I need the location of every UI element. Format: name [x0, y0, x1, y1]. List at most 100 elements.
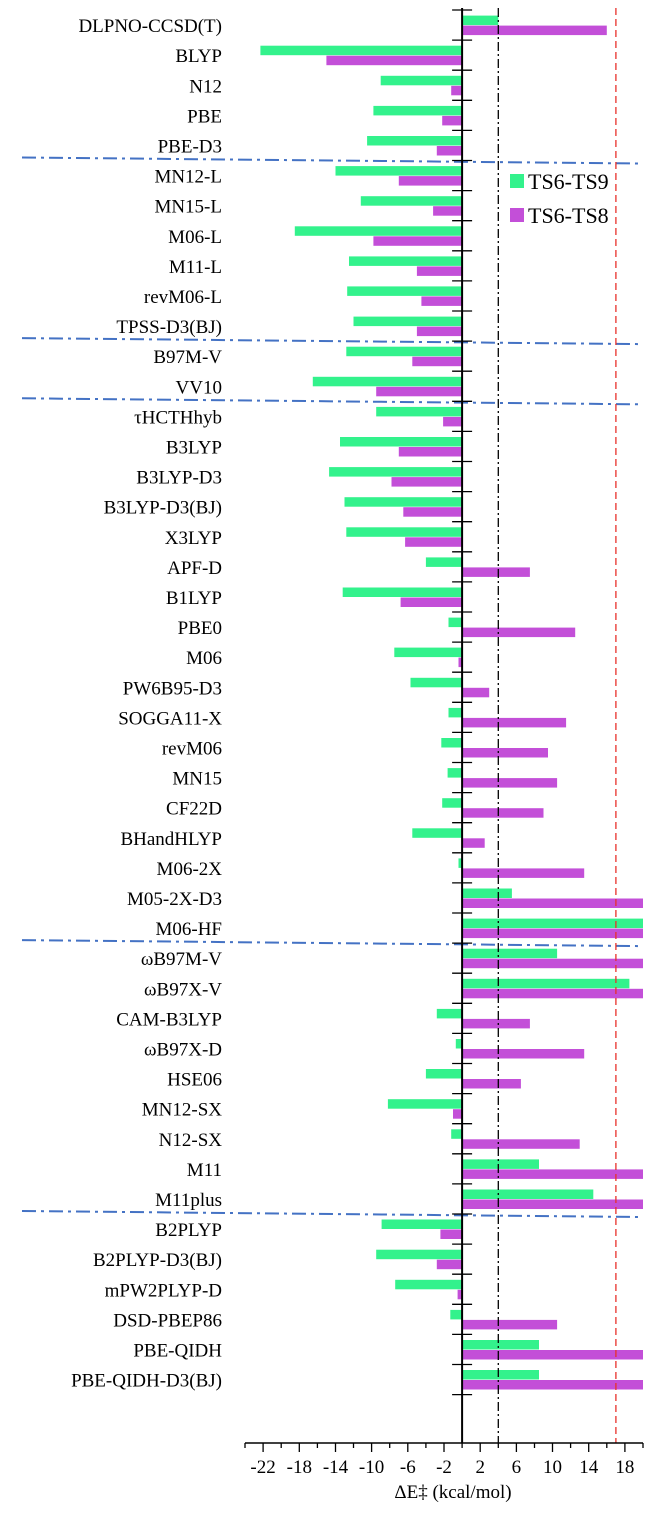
- bar-ts6-ts9-b1lyp: [342, 587, 463, 597]
- bar-ts6-ts8-b97x-v: [462, 988, 643, 999]
- category-label-n12-sx: N12-SX: [159, 1130, 223, 1151]
- bar-ts6-ts9-mn12-sx: [387, 1099, 463, 1109]
- bar-ts6-ts9-x3lyp: [346, 527, 463, 537]
- bar-ts6-ts8-tpss-d3-bj: [416, 326, 463, 337]
- category-label-n12: N12: [189, 76, 222, 97]
- bar-ts6-ts9-apf-d: [425, 557, 463, 567]
- category-label-b97x-v: ωB97X-V: [144, 979, 222, 1000]
- bar-ts6-ts8-mn12-l: [398, 176, 463, 186]
- bar-ts6-ts9-b3lyp: [340, 437, 463, 447]
- bar-ts6-ts8-revm06: [462, 748, 548, 758]
- bar-ts6-ts8-bhandhlyp: [462, 838, 485, 848]
- bar-ts6-ts9-cf22d: [442, 798, 463, 808]
- category-label-pbe-qidh: PBE-QIDH: [133, 1341, 222, 1362]
- bar-ts6-ts8-m11plus: [462, 1199, 643, 1209]
- bar-ts6-ts9-m05-2x-d3: [462, 888, 512, 898]
- bar-ts6-ts9-b97m-v: [462, 948, 558, 959]
- category-label-pw6b95-d3: PW6B95-D3: [123, 678, 222, 699]
- bar-ts6-ts8-n12: [451, 85, 463, 96]
- category-label-mn12-l: MN12-L: [154, 167, 222, 188]
- bar-ts6-ts8-pbe0: [462, 627, 576, 638]
- category-label-b2plyp-d3-bj: B2PLYP-D3(BJ): [93, 1250, 222, 1271]
- bar-ts6-ts9-m11-l: [349, 256, 463, 266]
- bar-ts6-ts9-n12: [380, 75, 463, 86]
- category-label-m11-l: M11-L: [169, 257, 222, 278]
- bar-ts6-ts8-m06-2x: [462, 868, 585, 878]
- x-axis-title: ΔE‡ (kcal/mol): [394, 1482, 511, 1503]
- bar-ts6-ts9-b97x-d: [455, 1039, 463, 1049]
- category-label-revm06-l: revM06-L: [144, 287, 222, 308]
- legend: TS6-TS9 TS6-TS8: [510, 169, 609, 228]
- reference-lines: [461, 8, 617, 1443]
- category-label-cf22d: CF22D: [166, 799, 222, 820]
- bar-ts6-ts9-tpss-d3-bj: [353, 316, 462, 327]
- bar-ts6-ts8-b1lyp: [400, 597, 463, 607]
- bar-ts6-ts9-dlpno-ccsd-t: [462, 15, 499, 26]
- group-separator-m11plus: [21, 1210, 641, 1218]
- bar-ts6-ts8-mpw2plyp-d: [457, 1289, 463, 1300]
- legend-swatch-ts6-ts8: [510, 208, 524, 222]
- bar-ts6-ts9-pbe-qidh-d3-bj: [462, 1370, 539, 1380]
- bar-ts6-ts9-vv10: [312, 376, 463, 387]
- bar-ts6-ts9-m06-2x: [458, 858, 463, 868]
- bar-ts6-ts8-b3lyp-d3: [391, 477, 463, 487]
- bar-ts6-ts8-hcthhyb: [443, 416, 463, 427]
- category-label-hcthhyb: τHCTHhyb: [134, 407, 222, 428]
- legend-label-ts6-ts8: TS6-TS8: [528, 203, 609, 228]
- bar-ts6-ts8-b97x-d: [462, 1049, 585, 1059]
- category-label-mn15-l: MN15-L: [154, 197, 222, 218]
- bar-ts6-ts8-m06: [458, 657, 463, 668]
- bar-ts6-ts8-pbe: [442, 115, 463, 126]
- bar-ts6-ts8-vv10: [376, 386, 463, 397]
- bar-ts6-ts8-pbe-d3: [436, 146, 463, 156]
- bar-ts6-ts8-b3lyp-d3-bj: [403, 507, 463, 517]
- bar-ts6-ts8-b3lyp: [398, 447, 463, 457]
- x-tick-label-neg18: -18: [287, 1457, 312, 1478]
- bar-ts6-ts9-cam-b3lyp: [436, 1008, 463, 1019]
- bar-ts6-ts9-sogga11-x: [448, 707, 463, 718]
- x-tick-label-neg22: -22: [250, 1457, 275, 1478]
- bar-ts6-ts8-m11-l: [416, 266, 463, 276]
- category-label-pbe: PBE: [187, 106, 222, 127]
- bar-ts6-ts8-revm06-l: [421, 296, 463, 306]
- category-label-m05-2x-d3: M05-2X-D3: [127, 889, 222, 910]
- category-label-hse06: HSE06: [167, 1070, 222, 1091]
- bar-ts6-ts8-dsd-pbep86: [462, 1319, 558, 1330]
- category-label-b1lyp: B1LYP: [166, 588, 222, 609]
- bar-ts6-ts9-b97x-v: [462, 978, 630, 989]
- bar-ts6-ts8-pbe-qidh-d3-bj: [462, 1380, 643, 1390]
- bar-ts6-ts9-pbe-d3: [367, 136, 463, 146]
- category-label-mn15: MN15: [172, 769, 222, 790]
- bar-ts6-ts8-mn12-sx: [453, 1109, 462, 1119]
- category-label-tpss-d3-bj: TPSS-D3(BJ): [116, 317, 222, 338]
- bar-ts6-ts9-hse06: [425, 1069, 463, 1079]
- bar-ts6-ts8-b97m-v: [412, 356, 462, 367]
- legend-swatch-ts6-ts9: [510, 174, 524, 188]
- group-separators: [21, 156, 641, 1218]
- category-label-cam-b3lyp: CAM-B3LYP: [116, 1009, 222, 1030]
- group-separator-tpss-d3-bj: [21, 337, 641, 346]
- category-label-bhandhlyp: BHandHLYP: [120, 829, 222, 850]
- x-tick-label-14: 14: [579, 1457, 599, 1478]
- bar-ts6-ts9-b3lyp-d3: [329, 467, 463, 477]
- bar-ts6-ts8-n12-sx: [462, 1139, 580, 1149]
- bars-layer: [260, 15, 643, 1390]
- bar-ts6-ts8-m11: [462, 1169, 643, 1179]
- bar-ts6-ts9-pbe-qidh: [462, 1340, 539, 1350]
- bar-ts6-ts8-x3lyp: [405, 537, 463, 547]
- bar-ts6-ts8-m05-2x-d3: [462, 898, 643, 908]
- category-label-dlpno-ccsd-t: DLPNO-CCSD(T): [78, 16, 222, 37]
- bar-ts6-ts9-mn15-l: [360, 196, 463, 206]
- bar-ts6-ts8-b2plyp: [440, 1229, 463, 1239]
- category-label-b97m-v: ωB97M-V: [141, 949, 222, 970]
- legend-label-ts6-ts9: TS6-TS9: [528, 169, 609, 194]
- bar-ts6-ts8-apf-d: [462, 567, 530, 577]
- category-label-pbe-qidh-d3-bj: PBE-QIDH-D3(BJ): [71, 1371, 222, 1392]
- bar-ts6-ts9-m11: [462, 1159, 539, 1169]
- bar-ts6-ts9-b97m-v: [346, 346, 463, 357]
- bar-ts6-ts9-b2plyp: [381, 1219, 463, 1229]
- bar-ts6-ts8-cam-b3lyp: [462, 1018, 530, 1029]
- bar-ts6-ts8-b97m-v: [462, 958, 643, 969]
